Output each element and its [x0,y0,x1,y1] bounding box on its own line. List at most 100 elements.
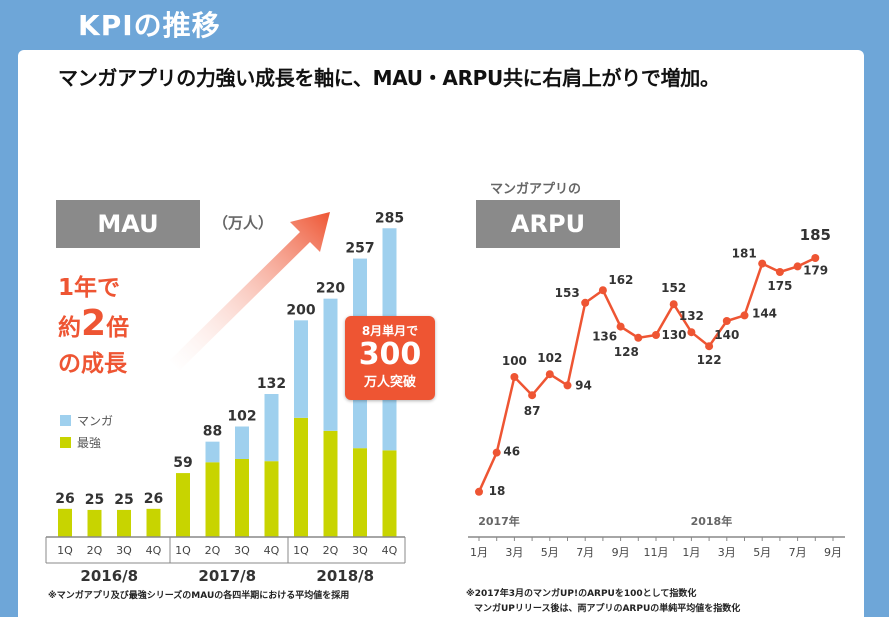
mau-bar-manga [264,394,279,462]
arpu-value-label: 132 [679,309,704,323]
arpu-point [669,300,678,309]
arpu-month-label: 7月 [576,546,594,559]
arpu-point [775,268,784,276]
callout-value: 300 [358,337,422,372]
arpu-value-label: 128 [614,345,639,359]
arpu-point [740,311,749,320]
arpu-point [492,448,501,457]
arpu-note-line1: ※2017年3月のマンガUP!のARPUを100として指数化 [466,589,697,599]
arpu-value-label: 140 [714,328,739,342]
mau-total-label: 26 [55,491,74,507]
arpu-value-label: 18 [489,484,506,498]
mau-total-label: 132 [257,376,286,392]
growth-approx: 約 [58,315,81,341]
legend-saikyo: 最強 [60,434,101,451]
arpu-point [563,381,572,390]
mau-bar-saikyo [294,417,308,537]
arpu-month-label: 7月 [789,546,807,559]
arpu-month-label: 5月 [541,546,559,559]
mau-quarter-label: 4Q [264,544,280,557]
arpu-point [475,487,483,496]
mau-quarter-label: 2Q [87,544,103,557]
mau-bar-saikyo [176,473,190,537]
arpu-point [705,342,714,351]
mau-quarter-label: 4Q [146,544,162,557]
arpu-month-label: 1月 [682,546,700,559]
mau-total-label: 25 [85,492,104,508]
mau-bar-saikyo [353,448,367,537]
legend-manga-label: マンガ [77,414,114,428]
mau-total-label: 200 [286,302,315,318]
callout-line3: 万人突破 [363,375,416,390]
mau-total-label: 25 [114,492,133,508]
arpu-month-label: 11月 [644,546,669,559]
arpu-note-line2: マンガUPリリース後は、両アプリのARPUの単純平均値を指数化 [474,604,741,614]
arpu-line [477,256,816,493]
arpu-point [545,370,554,379]
arpu-value-label: 102 [537,351,562,365]
mau-label: MAU [56,200,200,248]
mau-quarter-label: 3Q [234,544,250,557]
arpu-value-label: 185 [800,226,831,244]
growth-multiplier: 2 [81,303,107,344]
callout-300: 8月単月で 300 万人突破 [345,316,435,400]
mau-total-label: 88 [203,424,222,440]
growth-line3: の成長 [58,351,127,377]
arpu-value-label: 162 [608,273,633,287]
arpu-point [581,298,590,307]
mau-unit: （万人） [213,214,274,232]
arpu-point [634,333,643,342]
mau-quarter-label: 3Q [352,544,368,557]
mau-year-label: 2017/8 [198,567,256,585]
growth-arrow [170,212,330,370]
mau-year-label: 2016/8 [80,567,138,585]
mau-total-label: 285 [375,210,404,226]
arpu-value-label: 144 [752,306,777,320]
mau-quarter-label: 2Q [323,544,339,557]
arpu-value-label: 181 [732,247,757,261]
arpu-value-label: 179 [803,263,828,277]
mau-bar-saikyo [117,509,131,537]
legend-manga: マンガ [60,412,113,429]
mau-bar-saikyo [205,462,220,537]
mau-bar-saikyo [87,509,102,537]
arpu-point [616,322,625,331]
arpu-value-label: 136 [592,330,617,344]
callout-line1: 8月単月で [361,324,419,338]
arpu-value-label: 130 [661,328,686,342]
arpu-month-label: 1月 [470,546,488,559]
arpu-subtitle: マンガアプリの [490,182,582,197]
mau-bar-saikyo [264,461,279,537]
arpu-point [652,331,660,339]
growth-times: 倍 [106,315,130,341]
arpu-label: ARPU [476,200,620,248]
mau-total-label: 102 [227,409,256,425]
arpu-value-label: 152 [661,281,686,295]
arpu-value-label: 87 [524,404,541,418]
arpu-point [510,373,519,381]
mau-total-label: 59 [173,455,192,471]
arpu-point [687,328,696,337]
arpu-value-label: 94 [575,378,592,392]
growth-line2: 約2倍 [58,306,129,346]
arpu-point [811,254,820,262]
arpu-point [528,391,537,400]
legend-saikyo-label: 最強 [77,436,102,450]
arpu-value-label: 153 [555,286,580,300]
mau-bar-manga [235,426,249,459]
arpu-value-label: 175 [767,279,792,293]
arpu-value-label: 46 [503,445,520,459]
arpu-point [793,262,802,271]
mau-bar-saikyo [323,430,338,537]
growth-text: 1年で 約2倍 の成長 [58,270,129,382]
legend-saikyo-swatch [60,437,71,448]
growth-line1: 1年で [58,275,121,301]
mau-bar-saikyo [235,459,249,537]
mau-bar-saikyo [146,508,161,537]
arpu-value-label: 122 [697,353,722,367]
mau-bar-manga [294,320,308,418]
arpu-point [598,286,607,295]
headline: マンガアプリの力強い成長を軸に、MAU・ARPU共に右肩上がりで増加。 [58,66,720,90]
